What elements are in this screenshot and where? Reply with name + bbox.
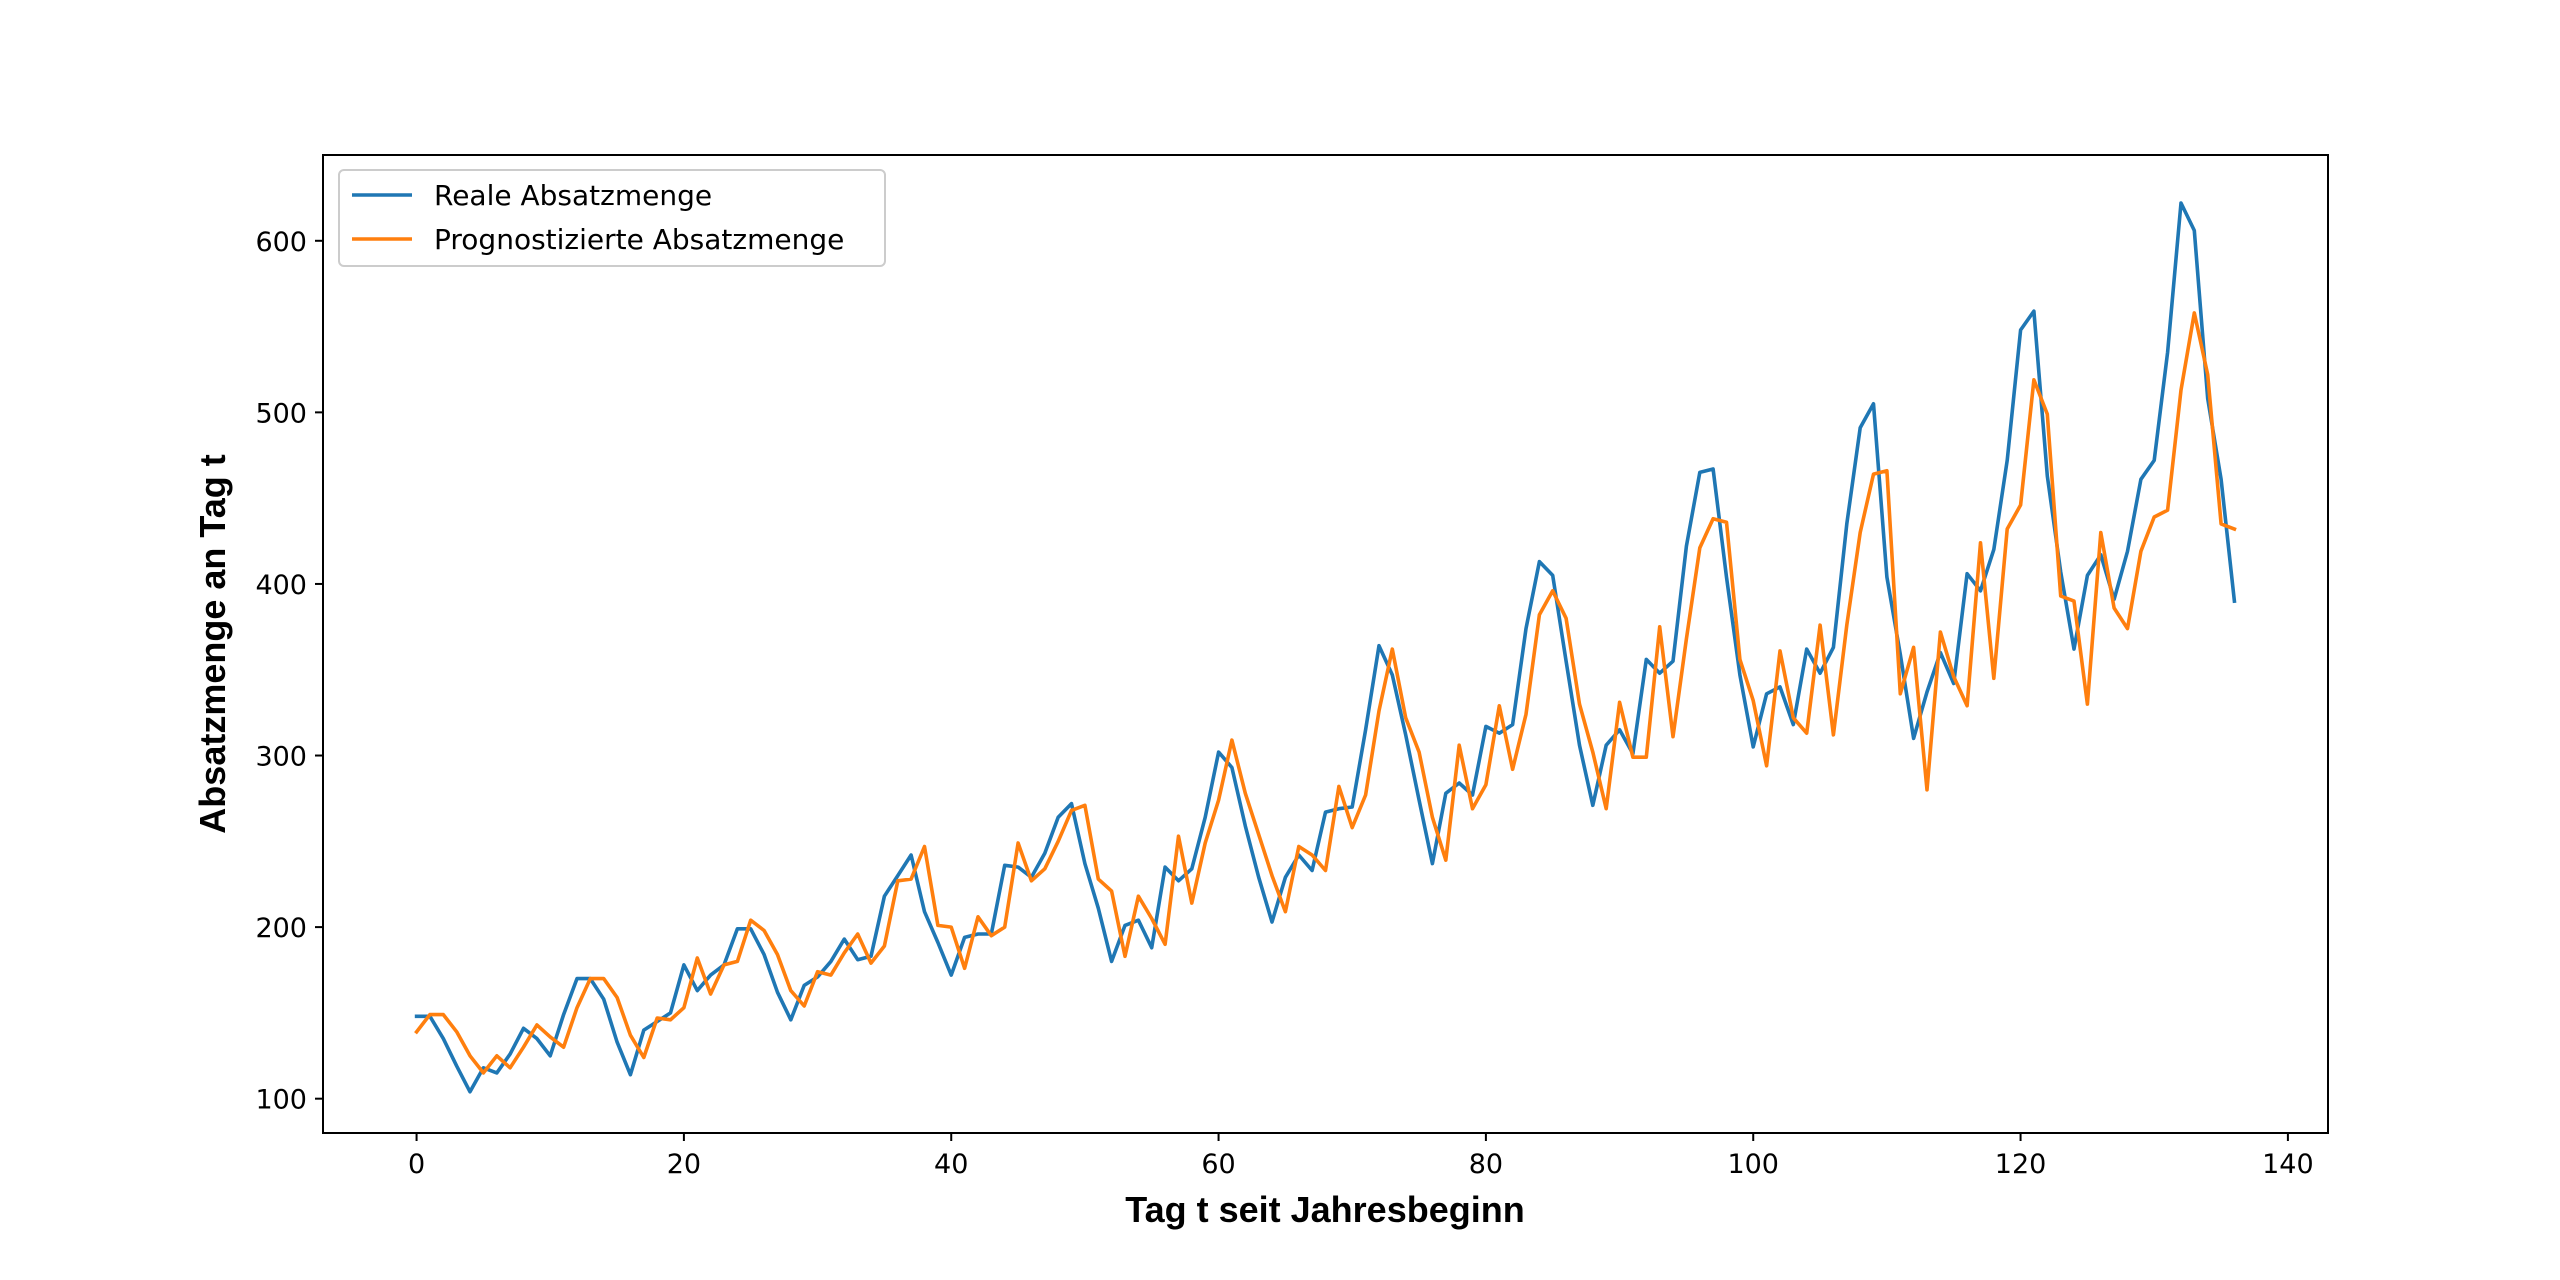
y-tick-label: 200 <box>255 913 307 944</box>
x-tick-label: 0 <box>408 1149 425 1180</box>
x-tick-label: 140 <box>2262 1149 2314 1180</box>
x-tick-label: 20 <box>667 1149 701 1180</box>
legend-box <box>338 169 886 267</box>
x-tick-label: 60 <box>1201 1149 1235 1180</box>
legend-label: Prognostizierte Absatzmenge <box>434 223 844 256</box>
y-tick-label: 300 <box>255 742 307 773</box>
x-tick-label: 80 <box>1469 1149 1503 1180</box>
y-axis-title: Absatzmenge an Tag t <box>192 454 233 833</box>
plot-area-frame <box>322 154 2329 1134</box>
x-tick-label: 40 <box>934 1149 968 1180</box>
y-tick-label: 400 <box>255 570 307 601</box>
y-tick-label: 600 <box>255 227 307 258</box>
y-tick-label: 100 <box>255 1085 307 1116</box>
series-line-1 <box>414 201 2237 1094</box>
series-layer <box>414 201 2237 1094</box>
x-axis-title: Tag t seit Jahresbeginn <box>1125 1189 1524 1230</box>
y-tick-label: 500 <box>255 398 307 429</box>
legend: Reale Absatzmenge Prognostizierte Absatzm… <box>338 169 886 267</box>
y-axis: 100 200 300 400 500 600 <box>255 227 323 1116</box>
x-tick-label: 120 <box>1995 1149 2047 1180</box>
x-tick-label: 100 <box>1727 1149 1779 1180</box>
legend-label: Reale Absatzmenge <box>434 179 712 212</box>
series-line-2 <box>414 311 2237 1075</box>
x-axis: 0 20 40 60 80 100 120 140 <box>408 1133 2314 1180</box>
